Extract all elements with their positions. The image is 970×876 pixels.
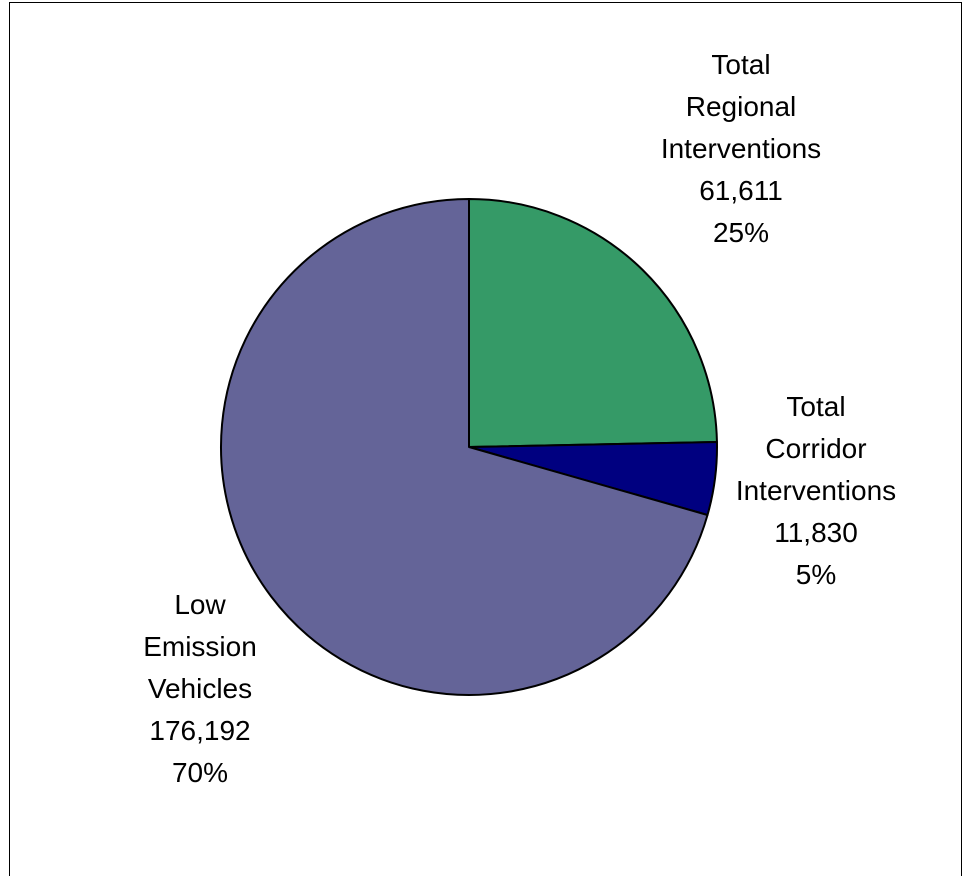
slice-label-low-emission-vehicles: Low Emission Vehicles 176,192 70% xyxy=(143,589,257,788)
slice-name-line: Low xyxy=(174,589,226,620)
slice-label-total-regional-interventions: Total Regional Interventions 61,611 25% xyxy=(661,49,821,248)
slice-name-line: Total xyxy=(711,49,770,80)
slice-name-line: Vehicles xyxy=(148,673,252,704)
slice-name-line: Interventions xyxy=(736,475,896,506)
slice-value-label: 11,830 xyxy=(774,517,858,548)
slice-value-label: 176,192 xyxy=(149,715,250,746)
slice-label-total-corridor-interventions: Total Corridor Interventions 11,830 5% xyxy=(736,391,896,590)
slice-name-line: Interventions xyxy=(661,133,821,164)
slice-value-label: 61,611 xyxy=(699,175,783,206)
slice-name-line: Emission xyxy=(143,631,257,662)
pie-slices xyxy=(220,198,718,696)
slice-name-line: Total xyxy=(786,391,845,422)
slice-percent-label: 25% xyxy=(713,217,769,248)
slice-percent-label: 5% xyxy=(796,559,836,590)
pie-slice-total-regional-interventions xyxy=(468,198,718,448)
slice-name-line: Corridor xyxy=(765,433,866,464)
pie-labels: TotalRegionalInterventions61,61125%Total… xyxy=(143,49,896,788)
slice-percent-label: 70% xyxy=(172,757,228,788)
pie-slice-low-emission-vehicles xyxy=(220,198,709,696)
slice-name-line: Regional xyxy=(686,91,797,122)
